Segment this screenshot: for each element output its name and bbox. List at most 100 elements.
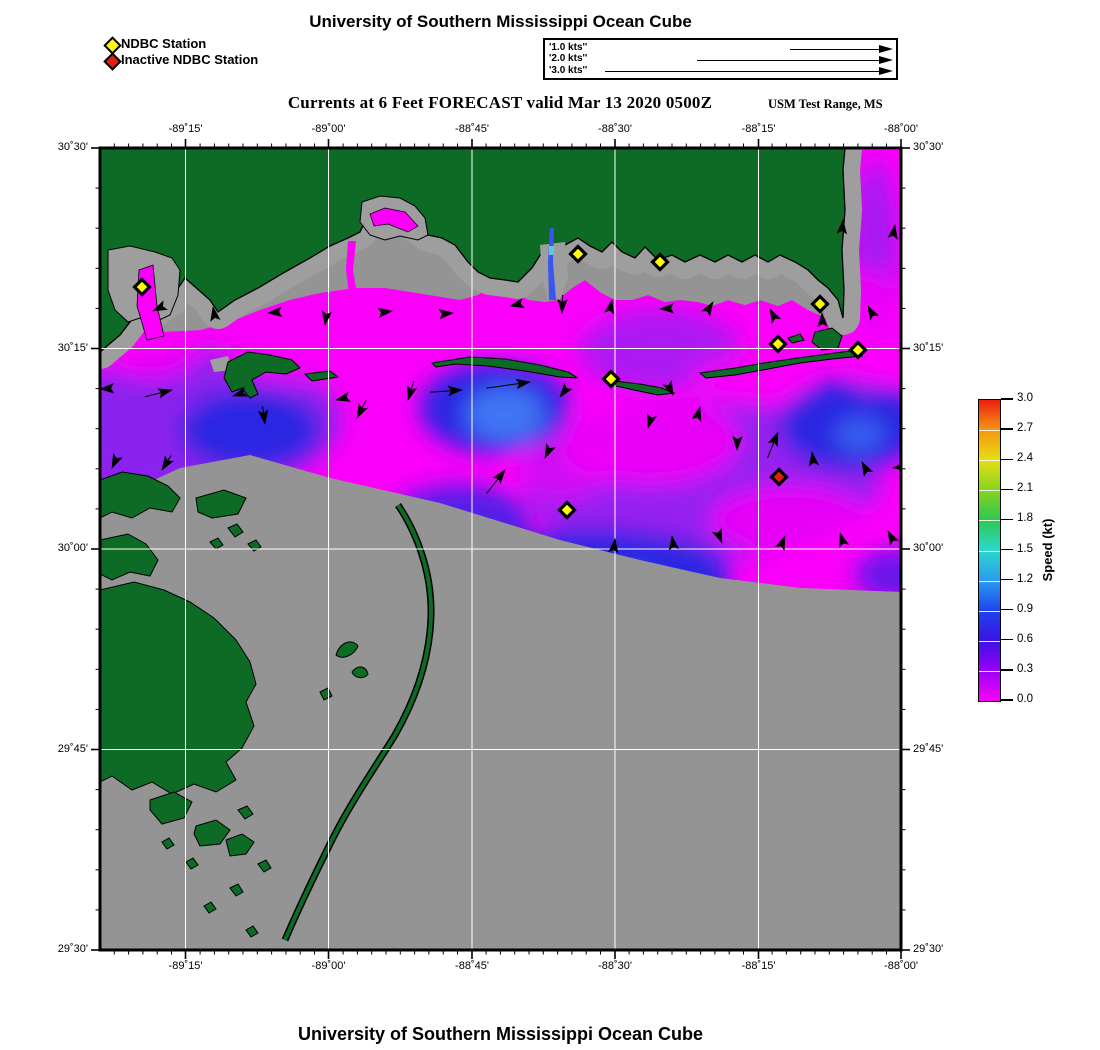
pascagoula-notch	[540, 242, 568, 300]
current-arrow	[486, 378, 531, 390]
current-arrow	[887, 224, 898, 240]
current-arrow	[887, 530, 900, 546]
current-arrow	[210, 306, 221, 322]
colorbar-tick	[1001, 488, 1013, 490]
x-axis-label: -88˚30'	[598, 123, 632, 135]
current-arrow	[509, 298, 525, 309]
colorbar-tick-label: 0.3	[1017, 662, 1033, 675]
y-axis-label: 29˚30'	[57, 943, 88, 955]
current-arrow	[267, 306, 283, 317]
y-axis-label: 30˚15'	[913, 341, 944, 354]
x-axis-label: -88˚00'	[884, 123, 918, 135]
scale-arrowhead-icon	[879, 67, 893, 76]
current-arrow	[144, 388, 173, 399]
colorbar-separator	[979, 430, 1000, 432]
current-arrows	[100, 219, 901, 554]
colorbar-separator	[979, 490, 1000, 492]
ndbc-station-marker	[650, 252, 670, 272]
current-arrow	[321, 310, 333, 326]
scale-arrowhead-icon	[879, 55, 893, 64]
current-arrow	[111, 453, 123, 469]
velocity-scale-box: '1.0 kts'' '2.0 kts'' '3.0 kts''	[543, 38, 898, 80]
current-arrow	[767, 431, 779, 459]
current-arrow	[604, 299, 615, 315]
colorbar-separator	[979, 520, 1000, 522]
scale-arrow-line	[605, 71, 881, 73]
ndbc-station-marker	[601, 369, 621, 389]
x-axis-label: -88˚15'	[741, 123, 776, 135]
current-arrow	[839, 532, 850, 548]
colorbar-tick	[1001, 609, 1013, 611]
current-arrow	[817, 312, 828, 328]
biloxi-channel	[369, 207, 419, 233]
river-cyan-patch	[549, 246, 554, 255]
x-axis-label: -89˚00'	[311, 123, 346, 135]
x-axis-label: -88˚45'	[455, 960, 489, 972]
map-frame	[98, 146, 903, 952]
scale-row-label: '2.0 kts''	[549, 53, 588, 65]
colorbar-separator	[979, 580, 1000, 582]
current-arrow	[769, 308, 782, 324]
colorbar-segment	[979, 430, 1000, 461]
x-axis-label: -88˚00'	[884, 960, 918, 972]
current-arrow	[774, 535, 786, 551]
y-axis-label: 29˚45'	[57, 742, 88, 755]
colorbar-tick	[1001, 578, 1013, 581]
x-axis-label: -88˚45'	[455, 123, 489, 135]
ndbc-station-marker	[568, 244, 588, 264]
ndbc-station-marker	[810, 294, 830, 314]
colorbar-title: Speed (kt)	[1040, 518, 1055, 582]
ndbc-station-marker	[557, 500, 577, 520]
current-arrow	[732, 435, 743, 451]
current-arrow	[662, 380, 674, 396]
region-note: USM Test Range, MS	[768, 97, 883, 111]
current-arrow	[659, 303, 675, 314]
station-legend: NDBC Station Inactive NDBC Station	[102, 36, 362, 71]
colorbar-tick-label: 1.8	[1017, 512, 1033, 525]
x-axis-label: -89˚00'	[311, 960, 346, 972]
current-arrow	[668, 535, 680, 551]
colorbar-segment	[979, 400, 1000, 431]
ndbc-station-marker	[848, 340, 868, 360]
colorbar-tick-label: 3.0	[1017, 392, 1033, 404]
colorbar-tick-label: 0.9	[1017, 602, 1033, 615]
colorbar-segment	[979, 520, 1000, 551]
current-arrow	[161, 455, 174, 471]
current-arrow	[559, 382, 573, 398]
current-arrow	[544, 443, 556, 459]
y-axis-label: 29˚30'	[913, 943, 944, 955]
x-axis-label: -89˚15'	[168, 960, 203, 972]
scale-arrowhead-icon	[879, 44, 893, 53]
x-axis-label: -89˚15'	[168, 123, 203, 135]
colorbar-separator	[979, 640, 1000, 642]
scale-arrow-line	[697, 59, 881, 62]
current-arrow	[438, 309, 454, 320]
y-axis-label: 30˚30'	[57, 141, 88, 153]
colorbar-segment	[979, 670, 1000, 701]
colorbar-segment	[979, 460, 1000, 491]
y-axis-label: 29˚45'	[913, 742, 944, 755]
current-arrow	[335, 391, 351, 402]
colorbar-tick-label: 2.1	[1017, 482, 1033, 495]
station-markers	[132, 244, 868, 520]
current-arrow	[100, 383, 115, 394]
colorbar-segment	[979, 490, 1000, 521]
current-arrow	[711, 528, 723, 544]
colorbar-separator	[979, 550, 1000, 552]
x-axis-label: -88˚15'	[741, 960, 776, 972]
colorbar-tick	[1001, 398, 1013, 400]
speed-colorbar	[978, 399, 1001, 702]
current-arrow	[836, 219, 847, 235]
colorbar-tick-label: 1.2	[1017, 572, 1033, 585]
current-arrow	[691, 406, 702, 422]
colorbar-tick-label: 1.5	[1017, 542, 1033, 555]
colorbar-tick-label: 2.4	[1017, 452, 1033, 465]
chandeleur-arc	[281, 503, 435, 942]
current-arrow	[232, 386, 248, 397]
current-arrow	[647, 413, 658, 429]
current-arrow	[257, 406, 269, 425]
colorbar-tick-label: 0.6	[1017, 632, 1033, 645]
colorbar-segment	[979, 610, 1000, 641]
